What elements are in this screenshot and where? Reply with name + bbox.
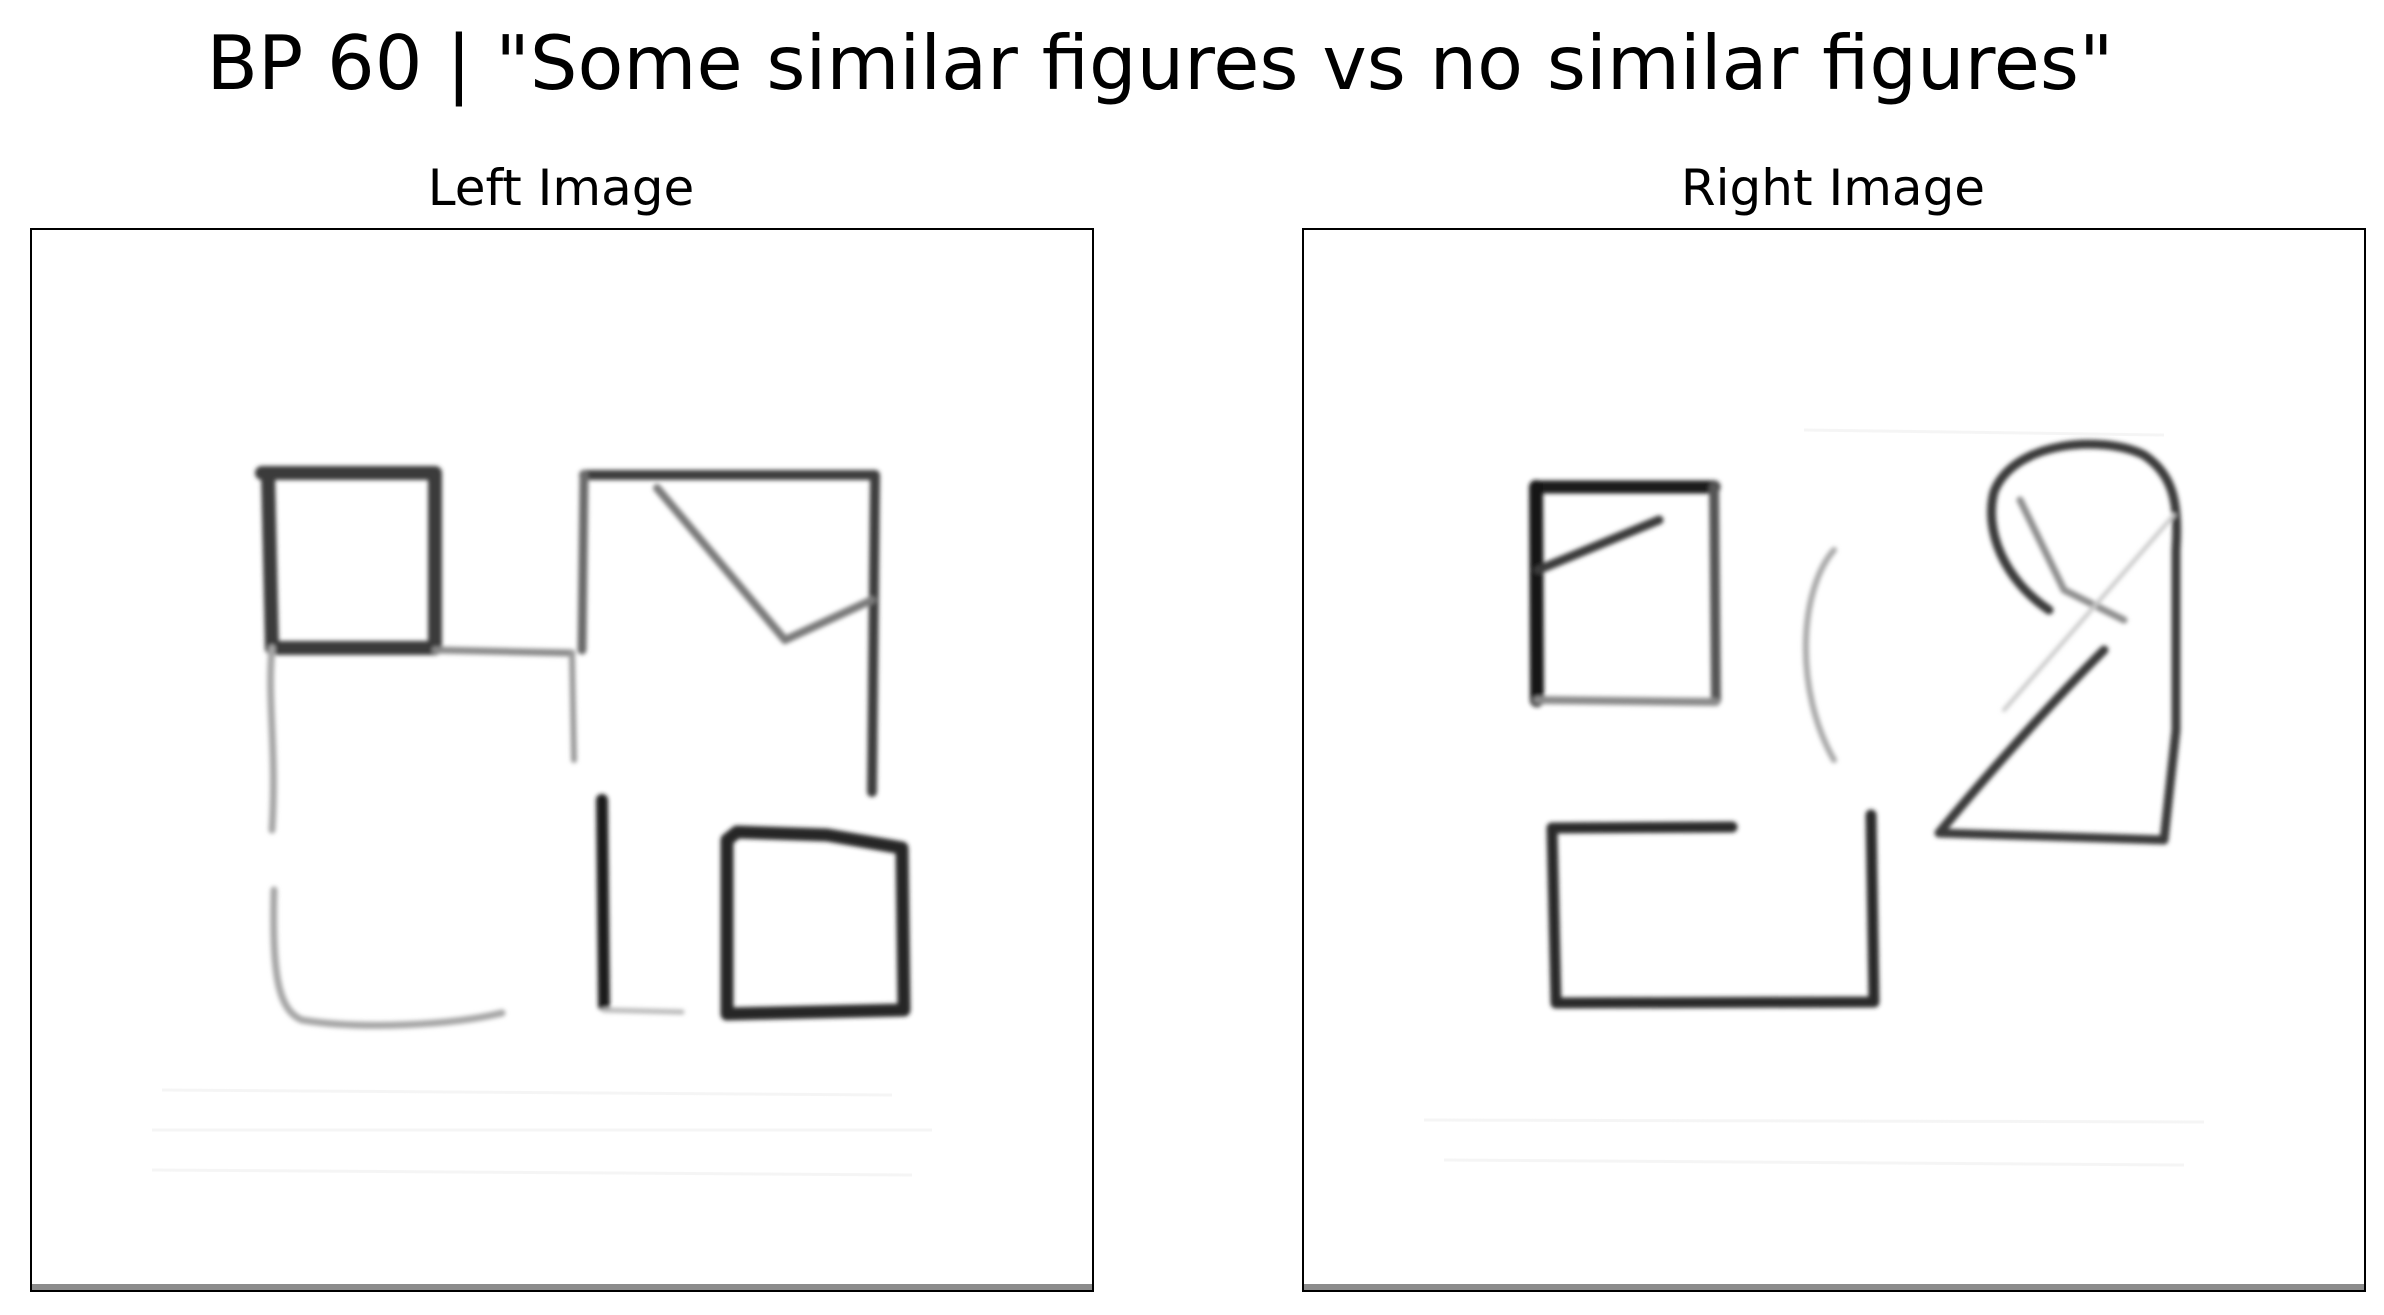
left-small-square: [255, 466, 442, 655]
figure-title: BP 60 | "Some similar figures vs no simi…: [206, 19, 2114, 107]
right-panel-bottom-border: [1304, 1284, 2364, 1290]
left-mid-vertical: [569, 650, 577, 763]
right-small-rect-bottom: [1533, 696, 1720, 706]
right-faint-diagonal: [2002, 513, 2176, 712]
right-small-rect-diagonal: [1533, 515, 1664, 575]
left-image-drawing: [151, 466, 932, 1177]
left-vertical-bar: [596, 794, 610, 1011]
right-open-rect: [1546, 809, 1880, 1009]
right-round-shape: [1934, 439, 2182, 845]
left-top-square: [579, 470, 880, 797]
right-image-title: Right Image: [1680, 159, 1986, 217]
left-panel-bottom-border: [32, 1284, 1092, 1290]
right-image-panel: [1302, 228, 2366, 1292]
left-top-square-side: [577, 470, 589, 655]
right-small-rect-right: [1709, 482, 1721, 705]
right-small-rect-left: [1529, 480, 1544, 707]
left-image-title: Left Image: [427, 159, 695, 217]
left-bottom-faint-line: [601, 1007, 685, 1015]
left-connector-line: [431, 646, 576, 657]
left-bottom-square: [720, 825, 911, 1021]
left-open-curve: [267, 644, 506, 1029]
left-image-panel: [30, 228, 1094, 1292]
right-faint-arc: [1802, 547, 1837, 763]
right-inner-line: [2016, 496, 2128, 624]
right-image-drawing: [1423, 428, 2205, 1167]
left-diagonal: [653, 484, 876, 644]
